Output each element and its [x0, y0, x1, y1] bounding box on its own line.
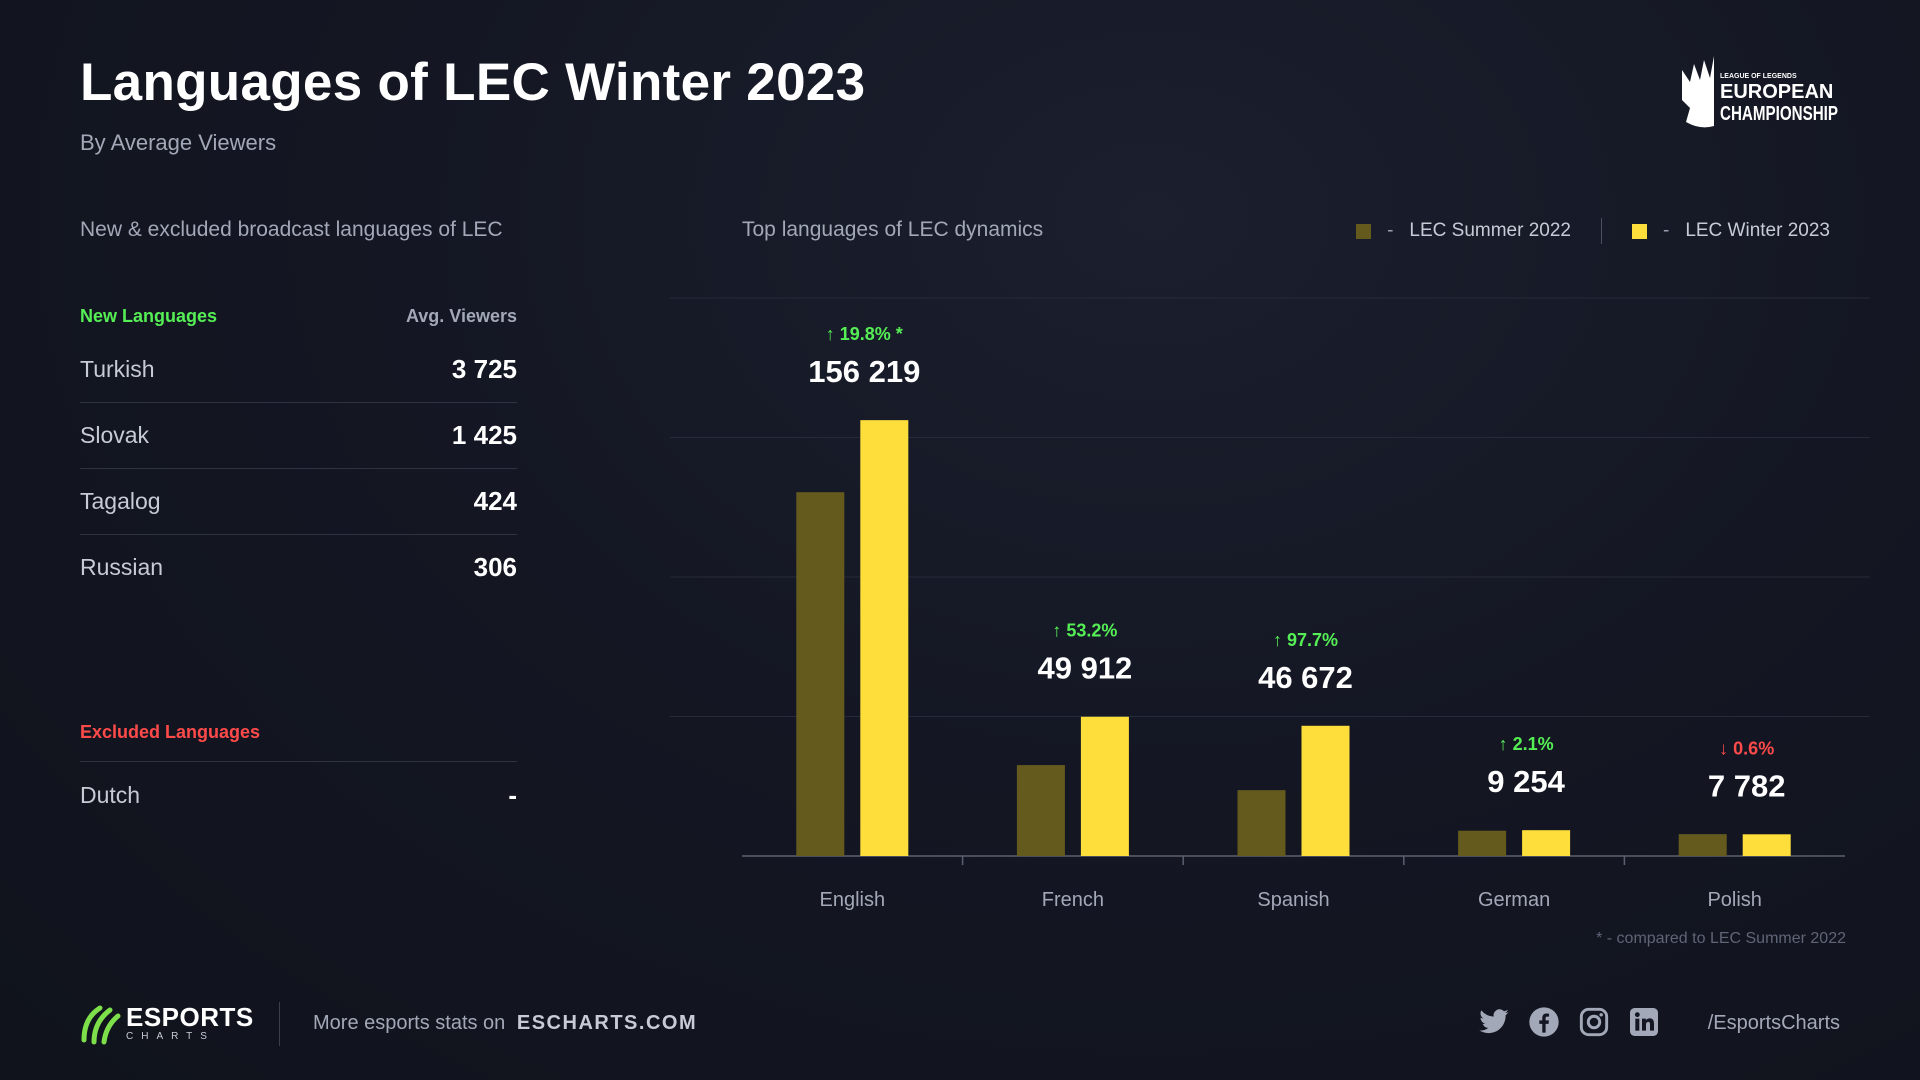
excluded-languages-header: Excluded Languages — [80, 722, 261, 742]
chart-heading: Top languages of LEC dynamics — [742, 218, 1044, 241]
excluded-languages-header-row: Excluded Languages — [80, 722, 517, 762]
bar-value-label: 9 254 — [1487, 764, 1565, 799]
brand-sub: CHARTS — [126, 1031, 215, 1042]
language-name: Turkish — [80, 356, 155, 382]
svg-text:CHAMPIONSHIP: CHAMPIONSHIP — [1720, 103, 1838, 125]
bar-change-label: ↑ 19.8% * — [826, 324, 903, 344]
table-row: Dutch - — [80, 762, 517, 828]
bar-winter-2023 — [1080, 716, 1129, 856]
x-tick-label: French — [1042, 889, 1104, 911]
legend-separator — [1600, 218, 1602, 244]
legend-label-winter: LEC Winter 2023 — [1685, 220, 1830, 241]
language-value: 306 — [473, 552, 517, 582]
language-value: 3 725 — [451, 354, 517, 384]
x-tick-label: German — [1478, 889, 1550, 911]
legend-swatch-winter — [1631, 223, 1647, 239]
esports-charts-logo: ESPORTS CHARTS — [80, 1000, 254, 1046]
language-value: - — [508, 779, 517, 810]
page-title: Languages of LEC Winter 2023 — [80, 53, 866, 112]
bar-change-label: ↑ 53.2% — [1052, 621, 1117, 641]
bar-value-label: 7 782 — [1708, 768, 1786, 803]
x-tick-label: English — [819, 889, 885, 911]
bar-winter-2023 — [860, 420, 909, 856]
lec-logo: LEAGUE OF LEGENDS EUROPEAN CHAMPIONSHIP — [1682, 56, 1838, 128]
x-tick-label: Polish — [1707, 889, 1761, 911]
page-subtitle: By Average Viewers — [80, 130, 277, 155]
table-row: Turkish 3 725 — [80, 337, 517, 403]
site-link[interactable]: ESCHARTS.COM — [516, 1012, 698, 1034]
x-tick-label: Spanish — [1257, 889, 1329, 911]
svg-text:EUROPEAN: EUROPEAN — [1720, 81, 1833, 103]
table-row: Slovak 1 425 — [80, 403, 517, 469]
bar-winter-2023 — [1301, 725, 1350, 856]
language-name: Russian — [80, 554, 164, 580]
social-handle[interactable]: /EsportsCharts — [1707, 1012, 1840, 1034]
bar-winter-2023 — [1522, 830, 1571, 856]
language-name: Tagalog — [80, 488, 161, 514]
bar-value-label: 49 912 — [1037, 651, 1132, 686]
social-links — [1478, 1006, 1678, 1038]
bar-change-label: ↓ 0.6% — [1719, 738, 1774, 758]
chart-legend: - LEC Summer 2022 - LEC Winter 2023 — [1356, 218, 1830, 244]
legend-swatch-summer — [1356, 223, 1372, 239]
esports-charts-icon — [81, 1005, 121, 1045]
svg-text:LEAGUE OF LEGENDS: LEAGUE OF LEGENDS — [1720, 73, 1797, 80]
left-panel-heading: New & excluded broadcast languages of LE… — [80, 218, 503, 241]
legend-item-summer: - LEC Summer 2022 — [1356, 220, 1571, 242]
language-name: Dutch — [80, 781, 141, 808]
legend-item-winter: - LEC Winter 2023 — [1631, 220, 1830, 242]
legend-label-summer: LEC Summer 2022 — [1409, 220, 1571, 241]
brand-name: ESPORTS — [126, 1002, 254, 1032]
bar-winter-2023 — [1742, 834, 1791, 856]
language-value: 1 425 — [451, 420, 517, 450]
language-name: Slovak — [80, 422, 150, 448]
bar-summer-2022 — [1678, 834, 1727, 856]
bar-change-label: ↑ 2.1% — [1499, 734, 1554, 754]
table-row: Tagalog 424 — [80, 469, 517, 535]
table-row: Russian 306 — [80, 535, 517, 600]
avg-viewers-header: Avg. Viewers — [405, 306, 517, 326]
excluded-languages-table: Excluded Languages Dutch - — [80, 722, 517, 828]
chart-footnote: * - compared to LEC Summer 2022 — [1596, 930, 1846, 947]
linkedin-icon[interactable] — [1628, 1006, 1660, 1038]
more-stats-text: More esports stats on — [313, 1012, 506, 1034]
language-value: 424 — [473, 486, 517, 516]
footer-divider — [279, 1002, 280, 1046]
footer-more-stats: More esports stats on ESCHARTS.COM — [313, 1012, 697, 1035]
bar-value-label: 46 672 — [1258, 660, 1353, 695]
new-languages-header: New Languages — [80, 306, 218, 326]
bar-value-label: 156 219 — [808, 354, 920, 389]
new-languages-table: New Languages Avg. Viewers Turkish 3 725… — [80, 306, 517, 600]
bar-summer-2022 — [1458, 830, 1507, 856]
bar-summer-2022 — [1237, 790, 1286, 856]
bar-summer-2022 — [1016, 765, 1065, 856]
facebook-icon[interactable] — [1528, 1006, 1560, 1038]
bar-summer-2022 — [796, 492, 845, 856]
legend-dash: - — [1387, 220, 1394, 241]
instagram-icon[interactable] — [1578, 1006, 1610, 1038]
bar-change-label: ↑ 97.7% — [1273, 630, 1338, 650]
twitter-icon[interactable] — [1478, 1006, 1510, 1038]
legend-dash: - — [1662, 220, 1670, 241]
new-languages-header-row: New Languages Avg. Viewers — [80, 306, 517, 327]
